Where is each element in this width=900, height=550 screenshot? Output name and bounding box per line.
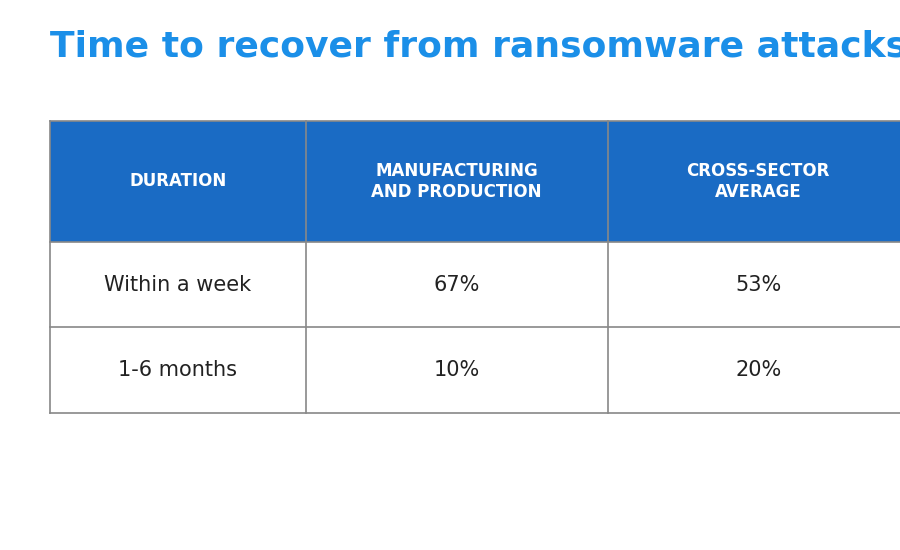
Text: Time to recover from ransomware attacks: Time to recover from ransomware attacks <box>50 30 900 64</box>
Text: Within a week: Within a week <box>104 274 251 295</box>
Text: CROSS-SECTOR
AVERAGE: CROSS-SECTOR AVERAGE <box>687 162 830 201</box>
Text: DURATION: DURATION <box>129 173 227 190</box>
Text: 53%: 53% <box>735 274 781 295</box>
Text: 1-6 months: 1-6 months <box>118 360 238 380</box>
Text: 67%: 67% <box>434 274 480 295</box>
Text: 10%: 10% <box>434 360 480 380</box>
Text: 20%: 20% <box>735 360 781 380</box>
Text: MANUFACTURING
AND PRODUCTION: MANUFACTURING AND PRODUCTION <box>372 162 542 201</box>
